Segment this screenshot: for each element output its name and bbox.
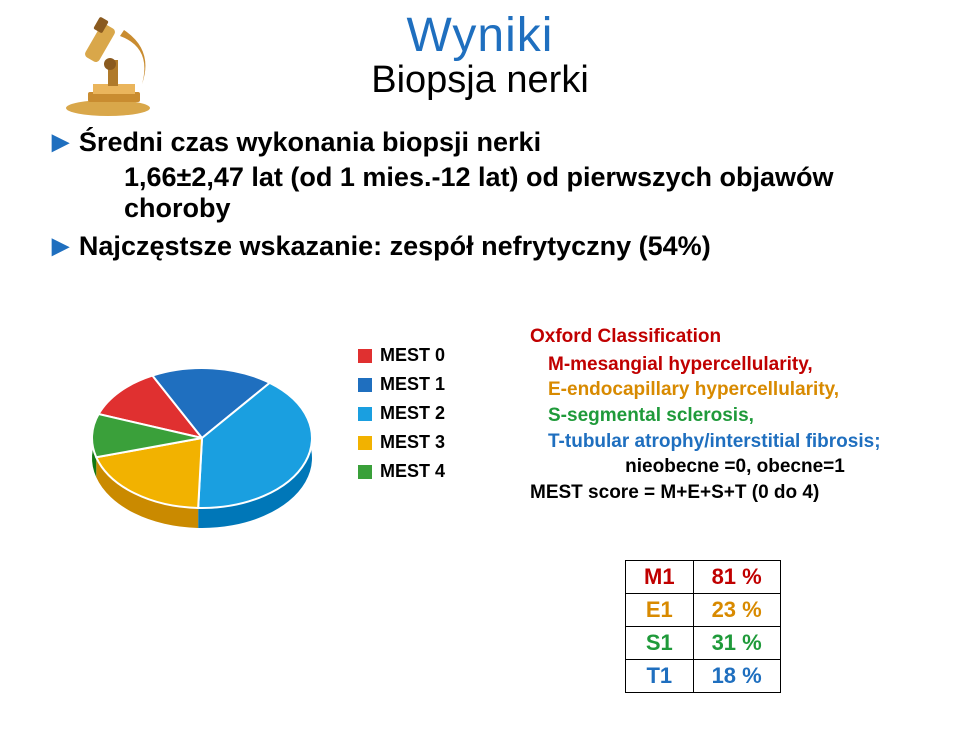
legend-swatch: [358, 378, 372, 392]
oxford-t: T-tubular atrophy/interstitial fibrosis;: [548, 429, 940, 455]
table-row: S131 %: [626, 627, 781, 660]
bullet-list: ▶ Średni czas wykonania biopsji nerki 1,…: [52, 124, 960, 265]
table-cell-label: T1: [626, 660, 694, 693]
legend-item: MEST 2: [358, 403, 445, 424]
legend-item: MEST 4: [358, 461, 445, 482]
table-row: T118 %: [626, 660, 781, 693]
legend-label: MEST 0: [380, 345, 445, 366]
legend-item: MEST 1: [358, 374, 445, 395]
legend-item: MEST 0: [358, 345, 445, 366]
table-row: M181 %: [626, 561, 781, 594]
oxford-classification: Oxford Classification M-mesangial hyperc…: [530, 324, 940, 505]
bullet-2: Najczęstsze wskazanie: zespół nefrytyczn…: [79, 228, 711, 264]
legend-label: MEST 2: [380, 403, 445, 424]
table-cell-value: 81 %: [693, 561, 780, 594]
bullet-1-line1: Średni czas wykonania biopsji nerki: [79, 124, 541, 160]
table-cell-label: S1: [626, 627, 694, 660]
bullet-icon: ▶: [52, 129, 69, 155]
pie-chart: [72, 338, 332, 558]
legend-item: MEST 3: [358, 432, 445, 453]
bullet-icon: ▶: [52, 233, 69, 259]
bullet-1-line2: 1,66±2,47 lat (od 1 mies.-12 lat) od pie…: [124, 162, 960, 193]
legend-label: MEST 3: [380, 432, 445, 453]
table-cell-value: 18 %: [693, 660, 780, 693]
table-cell-value: 31 %: [693, 627, 780, 660]
pie-legend: MEST 0 MEST 1 MEST 2 MEST 3 MEST 4: [358, 345, 445, 490]
bullet-1-line3: choroby: [124, 193, 960, 224]
results-table: M181 %E123 %S131 %T118 %: [625, 560, 781, 693]
table-cell-label: E1: [626, 594, 694, 627]
legend-label: MEST 1: [380, 374, 445, 395]
legend-swatch: [358, 349, 372, 363]
table-row: E123 %: [626, 594, 781, 627]
table-cell-value: 23 %: [693, 594, 780, 627]
oxford-title: Oxford Classification: [530, 324, 940, 350]
legend-swatch: [358, 407, 372, 421]
table-cell-label: M1: [626, 561, 694, 594]
oxford-absent: nieobecne =0, obecne=1: [530, 454, 940, 480]
oxford-m: M-mesangial hypercellularity,: [548, 352, 940, 378]
legend-swatch: [358, 436, 372, 450]
legend-swatch: [358, 465, 372, 479]
oxford-s: S-segmental sclerosis,: [548, 403, 940, 429]
legend-label: MEST 4: [380, 461, 445, 482]
oxford-score: MEST score = M+E+S+T (0 do 4): [530, 480, 940, 506]
oxford-e: E-endocapillary hypercellularity,: [548, 377, 940, 403]
microscope-icon: [60, 10, 170, 120]
